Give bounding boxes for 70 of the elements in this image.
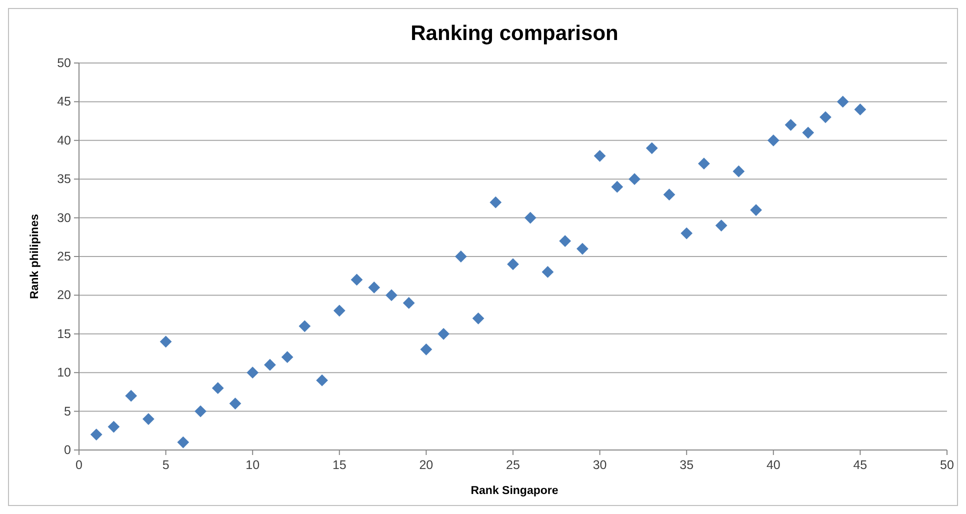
point bbox=[802, 126, 814, 139]
point bbox=[698, 158, 710, 170]
y-tick-label: 5 bbox=[64, 404, 72, 418]
point bbox=[160, 336, 172, 348]
point bbox=[472, 312, 484, 324]
y-tick-label: 10 bbox=[57, 366, 72, 380]
point bbox=[350, 274, 363, 286]
point bbox=[142, 413, 154, 425]
point bbox=[611, 180, 624, 193]
x-tick-label: 45 bbox=[853, 458, 868, 472]
point bbox=[90, 428, 102, 440]
y-tick-label: 25 bbox=[57, 250, 72, 264]
point bbox=[420, 343, 432, 356]
point bbox=[490, 196, 502, 208]
chart-title: Ranking comparison bbox=[410, 22, 618, 45]
point bbox=[108, 420, 120, 433]
y-tick-label: 30 bbox=[57, 210, 72, 225]
x-tick-label: 15 bbox=[332, 458, 346, 472]
x-tick-label: 5 bbox=[162, 458, 170, 472]
x-axis-title: Rank Singapore bbox=[470, 485, 558, 497]
x-tick-label: 40 bbox=[766, 458, 780, 472]
point bbox=[594, 150, 606, 162]
point bbox=[177, 436, 190, 448]
point bbox=[715, 220, 728, 232]
point bbox=[854, 104, 866, 116]
point bbox=[298, 320, 311, 332]
point bbox=[820, 111, 832, 124]
y-tick-label: 15 bbox=[57, 326, 72, 341]
point bbox=[507, 258, 519, 270]
x-tick-label: 0 bbox=[76, 458, 83, 472]
x-tick-label: 35 bbox=[680, 458, 694, 472]
point bbox=[368, 282, 380, 294]
point bbox=[212, 382, 224, 394]
point bbox=[576, 242, 588, 255]
y-tick-label: 0 bbox=[64, 443, 72, 457]
y-tick-label: 20 bbox=[57, 288, 72, 302]
point bbox=[246, 366, 259, 379]
point bbox=[836, 96, 849, 108]
y-tick-label: 45 bbox=[57, 94, 72, 109]
x-tick-label: 10 bbox=[246, 458, 260, 472]
point bbox=[438, 328, 450, 340]
x-tick-label: 25 bbox=[506, 458, 520, 472]
x-tick-label: 50 bbox=[940, 458, 954, 472]
point bbox=[628, 173, 640, 186]
point bbox=[542, 266, 554, 278]
point bbox=[194, 405, 206, 418]
point bbox=[125, 390, 138, 402]
point bbox=[386, 289, 398, 302]
x-tick-label: 30 bbox=[592, 458, 607, 472]
point bbox=[732, 165, 745, 178]
y-tick-label: 40 bbox=[57, 133, 72, 148]
point bbox=[281, 351, 294, 364]
point bbox=[264, 358, 276, 371]
point bbox=[784, 118, 797, 131]
point bbox=[316, 374, 328, 386]
point bbox=[229, 398, 242, 410]
point bbox=[750, 204, 762, 216]
point bbox=[402, 297, 415, 309]
point bbox=[646, 142, 658, 154]
y-tick-label: 50 bbox=[57, 56, 72, 70]
point bbox=[663, 188, 676, 201]
point bbox=[454, 250, 467, 262]
x-tick-label: 20 bbox=[419, 458, 434, 472]
y-tick-label: 35 bbox=[57, 172, 72, 186]
point bbox=[767, 134, 780, 146]
y-axis-title: Rank philipines bbox=[29, 214, 41, 299]
point bbox=[559, 235, 572, 247]
point bbox=[333, 304, 346, 317]
point bbox=[524, 212, 536, 224]
point bbox=[680, 227, 693, 240]
